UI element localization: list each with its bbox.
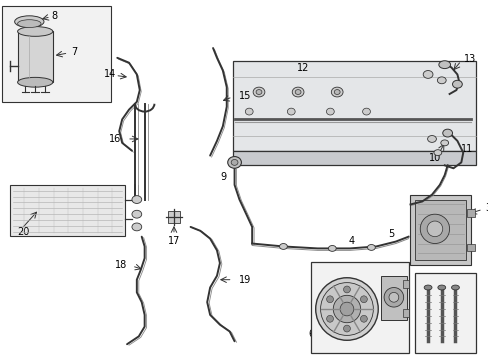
- Circle shape: [320, 283, 373, 336]
- Ellipse shape: [450, 285, 458, 290]
- Text: 1: 1: [315, 263, 321, 273]
- Circle shape: [426, 221, 442, 237]
- Ellipse shape: [367, 244, 375, 250]
- Text: 2: 2: [442, 340, 448, 350]
- Circle shape: [343, 286, 350, 293]
- Ellipse shape: [442, 129, 451, 137]
- Bar: [414, 273, 475, 353]
- Ellipse shape: [331, 87, 343, 97]
- Ellipse shape: [433, 150, 441, 156]
- Circle shape: [333, 295, 360, 323]
- Ellipse shape: [18, 27, 53, 36]
- Text: 3: 3: [485, 203, 488, 213]
- Circle shape: [360, 296, 366, 303]
- Ellipse shape: [451, 80, 461, 88]
- Text: 8: 8: [52, 11, 58, 21]
- Bar: [402, 309, 407, 317]
- Ellipse shape: [132, 195, 142, 203]
- Circle shape: [388, 292, 398, 302]
- Ellipse shape: [132, 210, 142, 218]
- Ellipse shape: [245, 108, 253, 115]
- Bar: [10, 185, 125, 236]
- Ellipse shape: [438, 61, 449, 68]
- Bar: [168, 211, 180, 223]
- Text: 6: 6: [308, 329, 314, 339]
- Ellipse shape: [326, 108, 334, 115]
- Text: 15: 15: [238, 91, 250, 101]
- Circle shape: [326, 296, 333, 303]
- Text: 18: 18: [115, 260, 127, 270]
- Ellipse shape: [15, 16, 44, 27]
- Ellipse shape: [437, 285, 445, 290]
- Text: 7: 7: [71, 47, 78, 57]
- Bar: [310, 262, 407, 353]
- Bar: [414, 199, 465, 260]
- Ellipse shape: [132, 223, 142, 231]
- Ellipse shape: [334, 90, 340, 94]
- Text: 11: 11: [460, 144, 472, 154]
- Bar: [381, 276, 406, 320]
- Bar: [466, 243, 474, 251]
- Text: 20: 20: [18, 227, 30, 237]
- Ellipse shape: [423, 285, 431, 290]
- Bar: [466, 209, 474, 217]
- Ellipse shape: [279, 243, 287, 249]
- Ellipse shape: [253, 87, 264, 97]
- Circle shape: [383, 288, 403, 307]
- Text: 17: 17: [167, 235, 180, 246]
- Text: 14: 14: [104, 69, 116, 80]
- Ellipse shape: [18, 77, 53, 87]
- Circle shape: [360, 315, 366, 322]
- Ellipse shape: [227, 157, 241, 168]
- Bar: [2, 6, 111, 102]
- Text: 5: 5: [387, 229, 393, 239]
- Text: 9: 9: [220, 172, 226, 182]
- Polygon shape: [232, 61, 475, 151]
- Ellipse shape: [440, 140, 447, 146]
- Ellipse shape: [328, 246, 336, 251]
- Ellipse shape: [295, 90, 301, 94]
- Ellipse shape: [362, 108, 370, 115]
- Bar: [409, 195, 470, 265]
- Ellipse shape: [287, 108, 295, 115]
- Circle shape: [326, 315, 333, 322]
- Ellipse shape: [292, 87, 304, 97]
- Circle shape: [419, 214, 448, 243]
- Circle shape: [340, 302, 353, 316]
- Bar: [402, 280, 407, 288]
- Ellipse shape: [422, 71, 432, 78]
- Circle shape: [343, 325, 350, 332]
- Text: 12: 12: [296, 63, 308, 73]
- Circle shape: [315, 278, 378, 340]
- Text: 19: 19: [238, 275, 250, 285]
- Ellipse shape: [18, 20, 41, 27]
- Text: 4: 4: [348, 235, 354, 246]
- Polygon shape: [232, 151, 475, 165]
- Ellipse shape: [256, 90, 262, 94]
- Text: 10: 10: [428, 153, 440, 163]
- Ellipse shape: [231, 159, 238, 165]
- Ellipse shape: [427, 135, 435, 142]
- Ellipse shape: [436, 77, 445, 84]
- Text: 16: 16: [109, 134, 121, 144]
- Bar: [18, 31, 53, 82]
- Text: 13: 13: [463, 54, 475, 64]
